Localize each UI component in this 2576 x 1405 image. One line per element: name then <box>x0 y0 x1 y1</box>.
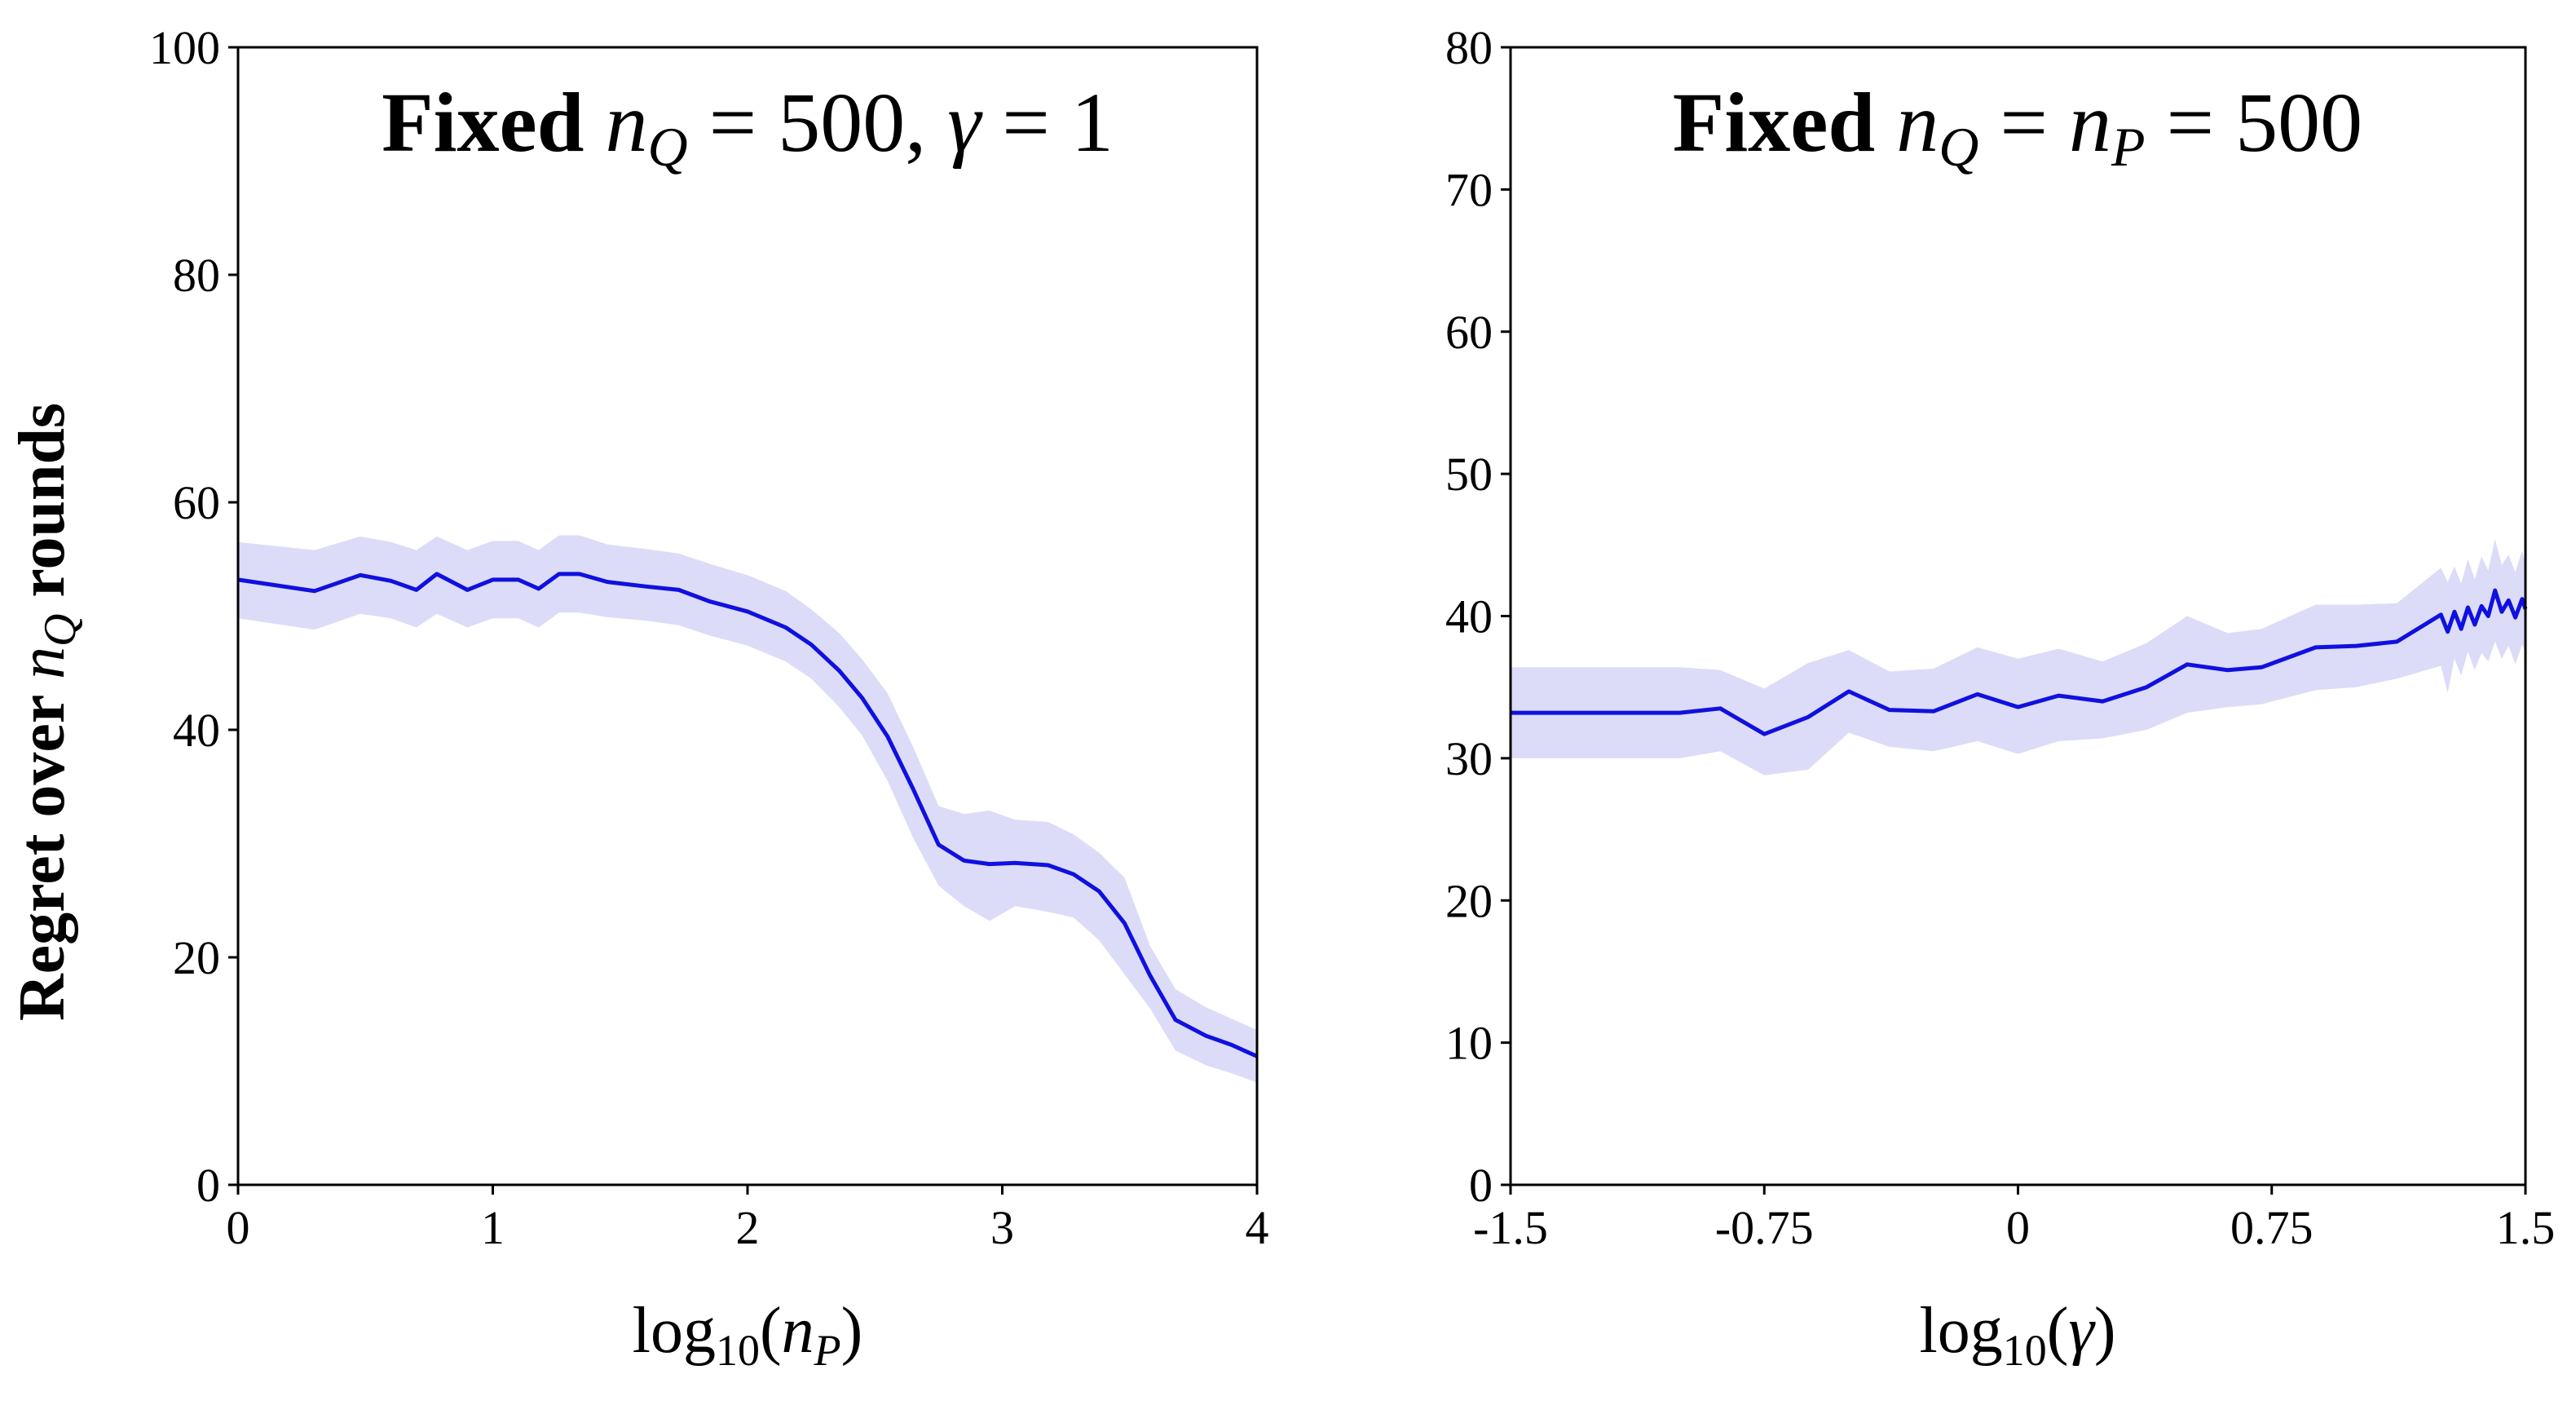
l-ytick-label: 80 <box>173 249 220 302</box>
ylabel-part1: Regret over <box>7 679 78 1021</box>
l-xtick-label: 3 <box>990 1201 1014 1254</box>
r-xtick-label: 0 <box>2006 1201 2030 1254</box>
left-title-gamma: γ <box>947 76 983 170</box>
l-xtick-label: 1 <box>481 1201 505 1254</box>
left-xlabel: log10(nP) <box>633 1295 863 1375</box>
left-xticks: 0 1 2 3 4 <box>227 1185 1269 1254</box>
left-yticks: 0 20 40 60 80 100 <box>149 21 238 1212</box>
r-ytick-label: 60 <box>1445 306 1493 359</box>
left-line <box>237 572 1259 1058</box>
l-xtick-label: 0 <box>227 1201 250 1254</box>
right-title-var: n <box>1896 76 1939 170</box>
r-ytick-label: 20 <box>1445 874 1493 927</box>
right-xlabel-fnsub: 10 <box>2003 1326 2047 1375</box>
left-xlabel-fn: log <box>633 1295 716 1367</box>
l-ytick-label: 20 <box>173 931 220 984</box>
l-ytick-label: 100 <box>149 21 220 74</box>
left-band <box>238 535 1257 1083</box>
r-ytick-label: 10 <box>1445 1017 1493 1070</box>
right-title-bold: Fixed <box>1673 76 1896 170</box>
right-title-var2-sub: P <box>2111 116 2146 178</box>
left-xlabel-varsub: P <box>814 1326 841 1375</box>
right-xlabel-open: ( <box>2047 1295 2069 1367</box>
r-xtick-label: 0.75 <box>2230 1201 2314 1254</box>
r-ytick-label: 80 <box>1445 21 1493 74</box>
left-title-bold: Fixed <box>382 76 605 170</box>
right-title-var-sub: Q <box>1939 116 1978 178</box>
right-title: Fixed nQ = nP = 500 <box>1673 76 2362 178</box>
left-xlabel-var: n <box>782 1295 814 1367</box>
left-xlabel-close: ) <box>841 1295 863 1367</box>
left-title-var: n <box>606 76 648 170</box>
right-title-var2: n <box>2069 76 2111 170</box>
right-title-rest: = <box>1978 76 2069 170</box>
r-ytick-label: 0 <box>1469 1159 1493 1212</box>
r-ytick-label: 30 <box>1445 732 1493 785</box>
right-panel: -1.5 -0.75 0 0.75 1.5 0 10 20 30 40 50 60 70 80 Fixe… <box>1445 21 2555 1375</box>
right-xlabel-close: ) <box>2094 1295 2116 1367</box>
r-xtick-label: -1.5 <box>1473 1201 1548 1254</box>
right-xlabel-fn: log <box>1919 1295 2002 1367</box>
right-line <box>1511 588 2528 736</box>
l-xtick-label: 4 <box>1246 1201 1269 1254</box>
right-yticks: 0 10 20 30 40 50 60 70 80 <box>1445 21 1511 1212</box>
shared-ylabel: Regret over nQ rounds <box>7 403 86 1021</box>
r-xtick-label: 1.5 <box>2496 1201 2556 1254</box>
l-xtick-label: 2 <box>736 1201 760 1254</box>
left-title-var-sub: Q <box>648 116 688 178</box>
ylabel-var-sub: Q <box>35 614 86 647</box>
left-xlabel-open: ( <box>760 1295 782 1367</box>
left-title-rest: = 500, <box>688 76 948 170</box>
r-ytick-label: 70 <box>1445 163 1493 216</box>
left-axes-frame <box>236 46 1259 1186</box>
l-ytick-label: 60 <box>173 476 220 529</box>
r-ytick-label: 50 <box>1445 448 1493 501</box>
right-xlabel: log10(γ) <box>1919 1295 2115 1375</box>
r-ytick-label: 40 <box>1445 590 1493 643</box>
left-title: Fixed nQ = 500, γ = 1 <box>382 76 1114 178</box>
left-xlabel-fnsub: 10 <box>716 1326 760 1375</box>
right-title-rest2: = 500 <box>2146 76 2363 170</box>
right-axes-frame <box>1509 46 2527 1186</box>
l-ytick-label: 0 <box>196 1159 220 1212</box>
right-xlabel-var: γ <box>2068 1295 2096 1367</box>
r-xtick-label: -0.75 <box>1715 1201 1814 1254</box>
l-ytick-label: 40 <box>173 704 220 757</box>
ylabel-var: n <box>7 647 78 679</box>
left-title-rest2: = 1 <box>981 76 1114 170</box>
right-band <box>1511 539 2525 775</box>
ylabel-part2: rounds <box>7 403 78 614</box>
right-xticks: -1.5 -0.75 0 0.75 1.5 <box>1473 1185 2555 1254</box>
